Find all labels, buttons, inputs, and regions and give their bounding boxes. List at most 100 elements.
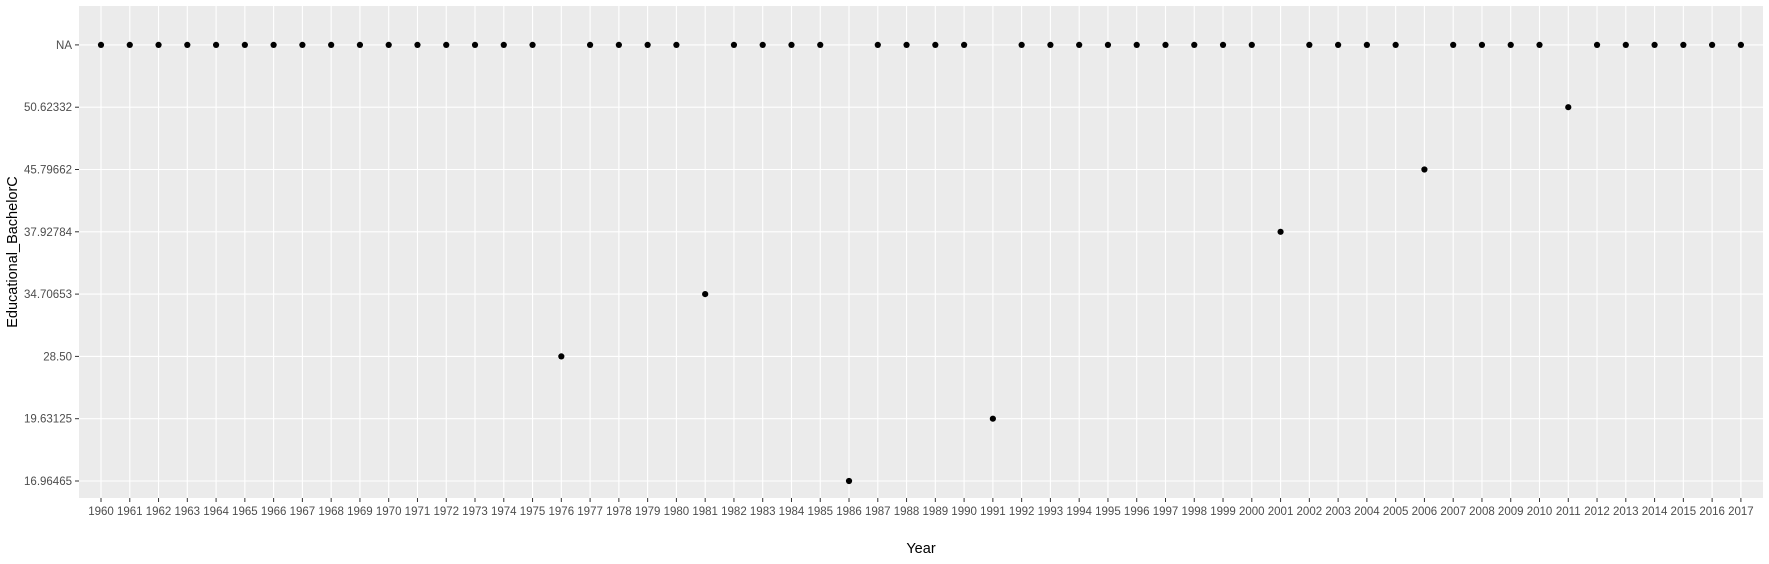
data-point [1219, 41, 1227, 49]
x-tick-label: 2014 [1642, 506, 1668, 518]
data-point [155, 41, 162, 49]
x-tick-label: 1969 [347, 506, 373, 518]
x-tick-label: 2008 [1469, 506, 1495, 518]
data-point [702, 291, 709, 298]
data-point [615, 41, 622, 49]
data-point [1306, 41, 1313, 49]
data-point [1622, 41, 1629, 49]
data-points [97, 41, 1744, 485]
data-point [1709, 41, 1716, 49]
data-point [1363, 41, 1370, 49]
x-tick-label: 2017 [1728, 506, 1754, 518]
x-gridlines [100, 6, 1742, 498]
y-tick-label: 28.50 [43, 351, 72, 363]
data-point [1104, 41, 1112, 49]
data-point [126, 41, 133, 49]
x-tick-label: 1998 [1181, 506, 1207, 518]
y-axis-title: Educational_BachelorC [5, 176, 21, 328]
data-point [932, 41, 939, 49]
data-point [1133, 41, 1140, 49]
x-tick-label: 1983 [750, 506, 776, 518]
x-tick-label: 2007 [1440, 506, 1466, 518]
y-tick-label: 16.96465 [24, 476, 72, 488]
x-tick-label: 1990 [951, 506, 977, 518]
data-point [1651, 41, 1658, 49]
data-point [184, 41, 191, 49]
data-point [385, 41, 392, 49]
x-tick-label: 1976 [549, 506, 575, 518]
x-tick-label: 1980 [664, 506, 690, 518]
data-point [1018, 41, 1025, 49]
data-point [1335, 41, 1342, 49]
x-tick-label: 2004 [1354, 506, 1380, 518]
x-tick-label: 1970 [376, 506, 402, 518]
data-point [989, 415, 996, 422]
data-point [903, 41, 910, 49]
x-tick-label: 2001 [1268, 506, 1294, 518]
y-tick-label: 50.62332 [24, 102, 72, 114]
data-point [1536, 41, 1543, 49]
x-tick-label: 1992 [1009, 506, 1035, 518]
x-tick-label: 1979 [635, 506, 661, 518]
y-tick-label: 45.79662 [24, 165, 72, 177]
x-tick-label: 1977 [577, 506, 603, 518]
y-tick-label: 19.63125 [24, 414, 72, 426]
x-tick-label: 1999 [1210, 506, 1236, 518]
data-point [586, 41, 594, 49]
x-tick-label: 2013 [1613, 506, 1639, 518]
x-tick-label: 1975 [520, 506, 546, 518]
x-tick-label: 1974 [491, 506, 517, 518]
x-tick-label: 1960 [88, 506, 114, 518]
data-point [1680, 41, 1687, 49]
x-tick-label: 1971 [405, 506, 431, 518]
data-point [730, 41, 738, 49]
x-tick-label: 1993 [1038, 506, 1064, 518]
data-point [1737, 41, 1744, 49]
x-tick-label: 1973 [462, 506, 488, 518]
x-tick-label: 2009 [1498, 506, 1524, 518]
x-tick-label: 2012 [1584, 506, 1610, 518]
x-tick-label: 2011 [1556, 506, 1581, 518]
x-tick-label: 1967 [290, 506, 316, 518]
x-tick-label: 1984 [779, 506, 805, 518]
y-tick-label: 34.70653 [24, 289, 72, 301]
data-point [1162, 41, 1169, 49]
data-point [500, 41, 507, 49]
data-point [443, 41, 450, 49]
x-tick-label: 1968 [318, 506, 344, 518]
y-tick-label: NA [56, 40, 72, 52]
x-tick-label: 1963 [175, 506, 201, 518]
data-point [241, 41, 248, 49]
x-tick-label: 1986 [836, 506, 862, 518]
data-point [1047, 41, 1054, 49]
x-tick-label: 2006 [1412, 506, 1438, 518]
data-point [212, 41, 220, 49]
data-point [1593, 41, 1601, 49]
x-tick-label: 1989 [923, 506, 949, 518]
data-point [1421, 166, 1428, 173]
data-point [1191, 41, 1198, 49]
x-axis-title: Year [906, 541, 935, 557]
x-tick-label: 2000 [1239, 506, 1265, 518]
x-tick-label: 1982 [721, 506, 747, 518]
x-tick-label: 2005 [1383, 506, 1409, 518]
data-point [1392, 41, 1399, 49]
data-point [817, 41, 824, 49]
data-point [961, 41, 968, 49]
data-point [1565, 104, 1572, 111]
x-tick-label: 1997 [1153, 506, 1179, 518]
data-point [356, 41, 364, 49]
data-point [1076, 41, 1083, 49]
data-point [673, 41, 680, 49]
x-axis-ticks: 1960 1961 1962 1963 1964 1965 1966 1967 1968 1969… [88, 498, 1754, 518]
data-point [874, 41, 881, 49]
x-tick-label: 1964 [203, 506, 229, 518]
data-point [414, 41, 421, 49]
data-point [529, 41, 536, 49]
data-point [299, 41, 306, 49]
x-tick-label: 1995 [1095, 506, 1121, 518]
x-tick-label: 1981 [692, 506, 718, 518]
data-point [1478, 41, 1486, 49]
y-tick-label: 37.92784 [24, 227, 73, 239]
